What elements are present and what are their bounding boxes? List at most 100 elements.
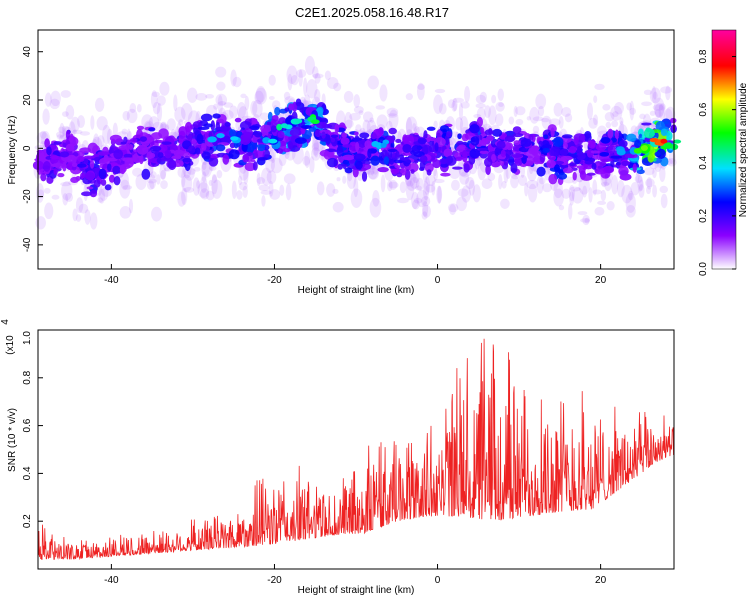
spectral-blob (643, 128, 655, 139)
spectral-halo-blob (231, 180, 237, 199)
spectral-halo-blob (593, 114, 599, 126)
spectral-peak (230, 136, 239, 141)
spectral-blob (414, 159, 419, 164)
spectral-halo-blob (35, 216, 46, 230)
spectral-halo-blob (577, 211, 588, 216)
spectral-peak (207, 136, 217, 143)
spectral-halo-blob (201, 171, 207, 183)
spectral-halo-blob (421, 211, 428, 220)
spectral-blob (549, 149, 555, 157)
spectral-halo-blob (399, 181, 407, 194)
spectral-halo-blob (412, 123, 417, 132)
spectral-blob (383, 156, 390, 165)
spectral-halo-blob (564, 113, 573, 123)
spectral-blob (614, 129, 619, 140)
spectral-halo-blob (436, 185, 443, 204)
spectral-blob (597, 165, 603, 169)
snr-series-line (37, 338, 675, 561)
spectral-halo-blob (616, 180, 625, 198)
spectral-blob (355, 160, 363, 170)
spectral-halo-blob (539, 177, 546, 185)
spectral-halo-blob (309, 156, 315, 174)
spectral-halo-blob (369, 197, 382, 218)
spectral-halo-blob (166, 118, 176, 131)
spectral-halo-blob (495, 101, 505, 112)
spectral-blob (520, 138, 532, 147)
spectral-blob (113, 149, 124, 160)
spectral-halo-blob (553, 102, 563, 117)
spectral-blob (647, 153, 655, 163)
spectral-peak (276, 123, 283, 131)
spectral-blob (395, 150, 400, 160)
spectral-blob (40, 172, 47, 182)
spectral-halo-blob (129, 102, 137, 114)
spectral-halo-blob (388, 179, 398, 191)
spectral-halo-blob (605, 121, 612, 129)
spectral-halo-blob (625, 205, 636, 218)
spectral-halo-blob (659, 185, 669, 194)
spectral-halo-blob (593, 95, 598, 104)
spectral-halo-blob (236, 190, 243, 200)
spectral-blob (81, 191, 92, 197)
spectral-blob (352, 137, 363, 141)
spectral-blob (261, 128, 269, 138)
spectral-halo-blob (278, 152, 287, 167)
spectral-halo-blob (558, 116, 564, 129)
spectral-halo-blob (461, 185, 471, 203)
spectral-blob (654, 151, 661, 157)
spectral-blob (432, 159, 441, 169)
spectral-halo-blob (578, 177, 590, 195)
spectral-peak (262, 137, 271, 144)
spectral-halo-blob (174, 106, 186, 123)
spectral-blob (434, 142, 439, 152)
spectral-blob (228, 149, 240, 160)
spectral-halo-blob (503, 166, 509, 184)
spectral-halo-blob (604, 177, 612, 192)
spectral-halo-blob (159, 163, 167, 180)
spectral-halo-blob (156, 95, 166, 106)
x-tick-label: -40 (104, 275, 119, 286)
spectral-halo-blob (639, 113, 646, 120)
spectral-halo-blob (553, 188, 564, 207)
spectral-blob (292, 101, 298, 112)
spectral-halo-blob (646, 186, 651, 195)
spectral-blob (583, 133, 592, 143)
spectral-blob (439, 125, 450, 133)
spectral-halo-blob (487, 172, 496, 181)
spectral-blob (626, 133, 637, 142)
spectral-halo-blob (270, 157, 283, 174)
spectral-blob (491, 128, 503, 137)
spectral-halo-blob (146, 178, 157, 184)
spectral-blob (113, 175, 121, 186)
colorbar-gradient (711, 29, 737, 270)
spectral-blob (455, 156, 463, 160)
spectral-blob (670, 117, 677, 124)
spectral-halo-blob (65, 192, 74, 202)
spectral-blob (469, 124, 480, 134)
spectral-blob (43, 160, 51, 172)
spectral-blob (123, 153, 133, 159)
y-tick-label: 40 (22, 46, 33, 58)
colorbar: 0.0 0.2 0.4 0.6 0.8 Normalized spectral ampl… (698, 29, 749, 276)
spectral-halo-blob (588, 117, 598, 129)
spectral-blob (458, 144, 466, 150)
spectrogram-frame (37, 29, 675, 270)
spectral-blob (93, 179, 101, 188)
spectral-halo-blob (638, 179, 644, 191)
spectral-halo-blob (626, 102, 633, 111)
spectral-halo-blob (326, 183, 336, 197)
spectral-blob (325, 134, 331, 145)
spectral-halo-blob (652, 104, 664, 111)
spectral-blob (79, 147, 92, 154)
spectral-peak (280, 123, 288, 129)
spectral-halo-blob (488, 105, 497, 126)
spectral-halo-blob (548, 118, 561, 126)
spectral-blob (610, 155, 623, 159)
spectral-blob (334, 123, 340, 134)
spectral-blob (106, 157, 118, 162)
spectral-halo-blob (39, 130, 47, 139)
spectral-halo-blob (416, 82, 425, 101)
spectral-halo-blob (343, 90, 354, 104)
spectral-peak (371, 141, 380, 148)
spectral-halo-blob (660, 193, 668, 209)
